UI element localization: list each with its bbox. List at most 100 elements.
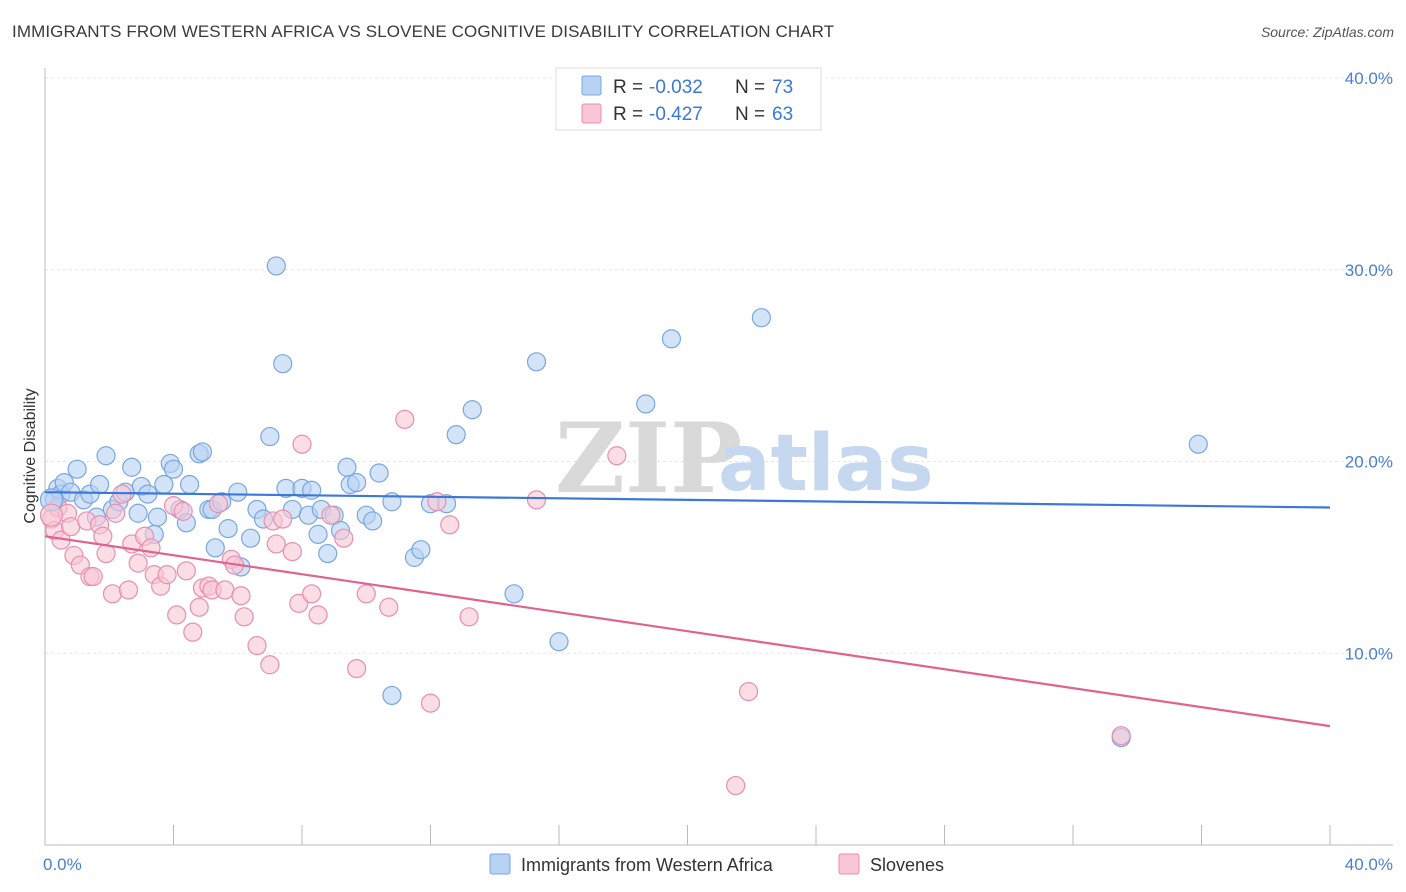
point-slovenes-30 xyxy=(189,597,209,617)
watermark: ZIP atlas xyxy=(555,402,934,515)
point-western-africa-19 xyxy=(147,507,168,527)
bottom-legend-label-slovenes: Slovenes xyxy=(870,855,944,875)
legend-r-label-2: R = xyxy=(613,104,643,125)
point-slovenes-41 xyxy=(260,655,280,675)
point-slovenes-45 xyxy=(282,542,302,562)
point-western-africa-40 xyxy=(273,354,293,374)
y-tick-label-1: 20.0% xyxy=(1345,453,1393,472)
point-slovenes-60 xyxy=(526,490,547,510)
point-western-africa-63 xyxy=(446,425,466,445)
point-western-africa-39 xyxy=(266,256,286,276)
point-slovenes-50 xyxy=(321,505,341,525)
axes xyxy=(44,68,1393,846)
point-western-africa-35 xyxy=(241,528,261,548)
point-slovenes-54 xyxy=(379,597,399,617)
legend-swatch-western-africa xyxy=(581,75,602,96)
point-slovenes-63 xyxy=(726,775,746,796)
point-slovenes-19 xyxy=(128,553,148,573)
point-western-africa-53 xyxy=(347,472,367,493)
point-slovenes-61 xyxy=(607,446,627,466)
point-western-africa-5 xyxy=(67,459,87,479)
correlation-legend: R = -0.032 N = 73 R = -0.427 N = 63 xyxy=(555,67,822,131)
trend-line-western-africa xyxy=(44,491,1331,509)
data-points xyxy=(39,256,1208,796)
point-slovenes-15 xyxy=(106,503,126,523)
bottom-legend-swatch-slovenes xyxy=(838,853,860,875)
point-slovenes-26 xyxy=(167,605,187,625)
legend-swatch-slovenes xyxy=(581,103,602,124)
point-slovenes-56 xyxy=(420,693,441,713)
point-western-africa-55 xyxy=(363,511,383,531)
legend-n-label-1: N = xyxy=(735,77,765,98)
watermark-atlas: atlas xyxy=(718,419,934,509)
point-slovenes-51 xyxy=(334,528,354,548)
point-slovenes-29 xyxy=(183,622,203,642)
legend-r-value-2: -0.427 xyxy=(649,104,703,125)
point-slovenes-44 xyxy=(273,509,293,529)
bottom-legend-swatch-western-africa xyxy=(489,853,511,875)
legend-n-label-2: N = xyxy=(735,104,765,125)
point-western-africa-56 xyxy=(369,463,389,483)
point-western-africa-58 xyxy=(382,685,402,706)
series-legend: Immigrants from Western Africa Slovenes xyxy=(489,853,944,875)
point-slovenes-39 xyxy=(234,607,254,627)
point-western-africa-48 xyxy=(318,543,338,564)
x-tick-label-min: 0.0% xyxy=(43,855,82,874)
source-label: Source: ZipAtlas.com xyxy=(1260,24,1394,40)
legend-n-value-1: 73 xyxy=(772,77,793,98)
bottom-legend-label-western-africa: Immigrants from Western Africa xyxy=(521,855,774,875)
point-western-africa-68 xyxy=(636,394,656,414)
point-western-africa-15 xyxy=(128,503,148,523)
point-western-africa-10 xyxy=(96,446,116,466)
point-western-africa-25 xyxy=(179,474,200,495)
point-slovenes-64 xyxy=(1111,726,1131,746)
point-slovenes-24 xyxy=(157,565,177,585)
point-western-africa-66 xyxy=(526,352,547,372)
trend-line-slovenes xyxy=(44,535,1331,728)
y-tick-label-2: 30.0% xyxy=(1345,261,1393,280)
point-slovenes-27 xyxy=(173,501,193,521)
point-slovenes-5 xyxy=(61,517,81,537)
point-slovenes-17 xyxy=(118,580,139,600)
point-slovenes-55 xyxy=(395,409,415,429)
point-slovenes-35 xyxy=(215,580,235,600)
trend-lines xyxy=(44,491,1331,728)
point-slovenes-59 xyxy=(459,607,479,627)
point-slovenes-40 xyxy=(247,635,267,656)
x-tick-label-max: 40.0% xyxy=(1345,855,1393,874)
point-western-africa-9 xyxy=(90,474,110,495)
legend-r-value-1: -0.032 xyxy=(649,77,703,98)
point-slovenes-28 xyxy=(176,561,196,581)
point-western-africa-14 xyxy=(122,457,142,477)
point-western-africa-27 xyxy=(192,442,213,462)
point-slovenes-57 xyxy=(427,492,447,512)
y-tick-label-3: 40.0% xyxy=(1345,69,1393,88)
point-slovenes-62 xyxy=(738,681,759,702)
point-western-africa-51 xyxy=(337,457,357,477)
point-slovenes-52 xyxy=(347,658,367,679)
legend-r-label-1: R = xyxy=(613,77,643,98)
point-western-africa-64 xyxy=(462,400,482,420)
point-western-africa-69 xyxy=(661,329,682,349)
point-slovenes-34 xyxy=(208,494,229,514)
point-slovenes-46 xyxy=(289,593,309,613)
chart-title: IMMIGRANTS FROM WESTERN AFRICA VS SLOVEN… xyxy=(12,22,835,41)
point-slovenes-14 xyxy=(102,584,123,604)
point-slovenes-cluster xyxy=(39,503,64,527)
point-western-africa-45 xyxy=(302,480,322,500)
point-slovenes-48 xyxy=(302,584,322,604)
point-western-africa-32 xyxy=(218,519,238,539)
tick-labels: 10.0% 20.0% 30.0% 40.0% 0.0% 40.0% xyxy=(43,69,1393,874)
point-slovenes-21 xyxy=(141,538,161,558)
point-slovenes-12 xyxy=(93,526,113,546)
point-slovenes-43 xyxy=(266,534,286,554)
legend-n-value-2: 63 xyxy=(772,104,793,125)
point-western-africa-65 xyxy=(504,584,524,604)
point-slovenes-49 xyxy=(308,605,328,625)
point-western-africa-60 xyxy=(411,540,431,560)
point-slovenes-47 xyxy=(292,434,312,454)
point-slovenes-53 xyxy=(356,584,376,604)
y-tick-label-0: 10.0% xyxy=(1345,644,1393,663)
watermark-zip: ZIP xyxy=(555,402,742,515)
